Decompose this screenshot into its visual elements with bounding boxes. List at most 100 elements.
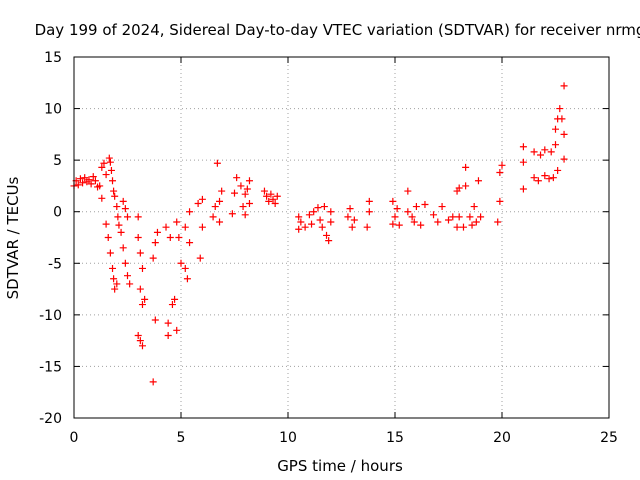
data-point xyxy=(91,177,99,185)
data-point xyxy=(162,223,170,231)
data-point xyxy=(134,234,142,241)
data-point xyxy=(136,249,144,257)
data-point xyxy=(245,199,253,207)
data-point xyxy=(98,163,106,171)
data-point xyxy=(89,173,97,181)
data-point xyxy=(100,159,108,167)
data-point xyxy=(198,223,206,231)
data-point xyxy=(153,228,161,236)
x-tick-label: 25 xyxy=(600,430,618,446)
y-tick-label: 10 xyxy=(44,102,62,118)
data-point xyxy=(126,280,134,288)
data-point xyxy=(85,176,93,184)
data-point xyxy=(104,234,112,241)
data-point xyxy=(320,203,328,211)
axis-ticks: 0 5 10 15 20 25 15 10 5 0 -5 -10 -15 -20 xyxy=(39,50,618,446)
data-point xyxy=(496,197,504,205)
data-point xyxy=(453,223,461,231)
data-point xyxy=(198,195,206,203)
data-point xyxy=(107,166,115,174)
data-point xyxy=(175,234,183,241)
data-point xyxy=(363,223,371,231)
data-point xyxy=(136,337,144,345)
data-point xyxy=(216,218,224,226)
data-point xyxy=(519,185,527,193)
data-point xyxy=(560,155,568,163)
data-point xyxy=(186,239,194,247)
data-point xyxy=(434,218,442,226)
y-tick-label: 0 xyxy=(53,205,62,221)
data-point xyxy=(496,169,504,177)
data-point xyxy=(121,259,129,267)
data-point xyxy=(494,218,502,226)
data-point xyxy=(455,184,463,192)
data-point xyxy=(498,161,506,169)
data-point xyxy=(346,205,354,213)
data-point xyxy=(271,199,279,207)
data-point xyxy=(124,272,131,280)
y-tick-label: -15 xyxy=(39,359,62,375)
data-point xyxy=(109,177,117,185)
data-point xyxy=(237,182,245,190)
data-point xyxy=(209,213,217,221)
data-point xyxy=(181,223,189,231)
data-point xyxy=(408,213,416,221)
data-point xyxy=(113,203,121,211)
plot-frame xyxy=(73,56,610,419)
data-point xyxy=(365,208,373,216)
data-point xyxy=(395,221,403,229)
data-point xyxy=(560,82,568,90)
data-point xyxy=(151,316,159,324)
data-point xyxy=(81,174,89,182)
data-point xyxy=(186,208,194,216)
data-point xyxy=(412,203,420,211)
y-tick-label: -10 xyxy=(39,308,62,324)
y-tick-label: -5 xyxy=(48,256,62,272)
data-point xyxy=(404,208,412,216)
data-point xyxy=(365,197,373,205)
data-point xyxy=(181,264,189,272)
data-point xyxy=(136,285,144,293)
data-point xyxy=(556,105,564,113)
data-point xyxy=(106,158,114,166)
data-point xyxy=(173,326,181,334)
data-point xyxy=(119,197,127,205)
data-point xyxy=(410,218,418,226)
data-point xyxy=(121,205,129,213)
data-point xyxy=(301,223,309,231)
data-point xyxy=(109,264,117,272)
data-point xyxy=(218,187,226,195)
data-point xyxy=(541,172,549,180)
data-point xyxy=(545,175,553,183)
data-point xyxy=(164,319,172,327)
x-tick-label: 0 xyxy=(70,430,79,446)
data-point xyxy=(327,218,335,226)
data-point xyxy=(243,185,251,193)
data-point xyxy=(177,259,185,267)
data-point xyxy=(472,218,480,226)
data-point xyxy=(344,213,352,221)
data-point xyxy=(438,203,446,211)
data-point xyxy=(417,221,425,229)
data-point xyxy=(110,187,118,195)
data-point xyxy=(233,174,241,182)
data-point xyxy=(111,285,119,293)
data-point xyxy=(269,195,277,203)
data-point xyxy=(141,295,149,303)
data-point xyxy=(327,208,335,216)
data-point xyxy=(350,216,358,224)
data-point xyxy=(558,115,566,123)
data-point xyxy=(211,203,219,211)
chart-title: Day 199 of 2024, Sidereal Day-to-day VTE… xyxy=(35,21,640,39)
data-point xyxy=(74,181,82,189)
data-point xyxy=(530,148,538,156)
data-point xyxy=(389,197,397,205)
x-axis-label: GPS time / hours xyxy=(277,457,403,475)
data-point xyxy=(552,141,559,149)
x-tick-label: 15 xyxy=(386,430,404,446)
data-point xyxy=(305,211,313,219)
data-point xyxy=(466,213,474,221)
data-point xyxy=(213,159,221,167)
data-point xyxy=(316,216,324,224)
data-point xyxy=(267,190,275,198)
